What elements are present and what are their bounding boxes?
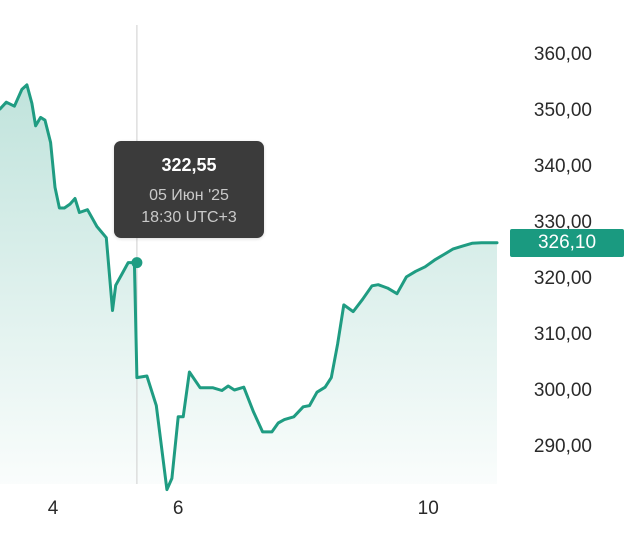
y-axis: 290,00 300,00 310,00 320,00 330,00 340,00 350,… [534,44,592,457]
y-tick-label: 290,00 [534,436,592,457]
current-price-tag: 326,10 [510,228,624,257]
series-area [0,84,497,490]
y-tick-label: 320,00 [534,268,592,289]
y-tick-label: 360,00 [534,44,592,65]
series-line [0,83,499,492]
y-tick-label: 350,00 [534,100,592,121]
x-axis: 4 6 10 [48,498,439,519]
x-tick-label: 10 [418,498,439,519]
x-tick-label: 6 [173,498,184,519]
tooltip-date: 05 Июн '25 [149,187,229,204]
y-tick-label: 300,00 [534,380,592,401]
tooltip-time: 18:30 UTC+3 [141,209,237,226]
x-tick-label: 4 [48,498,59,519]
y-tick-label: 330,00 [534,212,592,233]
tooltip-value: 322,55 [161,155,217,175]
series-line-layer [0,83,499,492]
area-fill-layer [0,84,497,490]
price-tooltip: 322,55 05 Июн '25 18:30 UTC+3 [114,141,264,238]
highlight-point [131,257,143,269]
y-tick-label: 310,00 [534,324,592,345]
y-tick-label: 340,00 [534,156,592,177]
